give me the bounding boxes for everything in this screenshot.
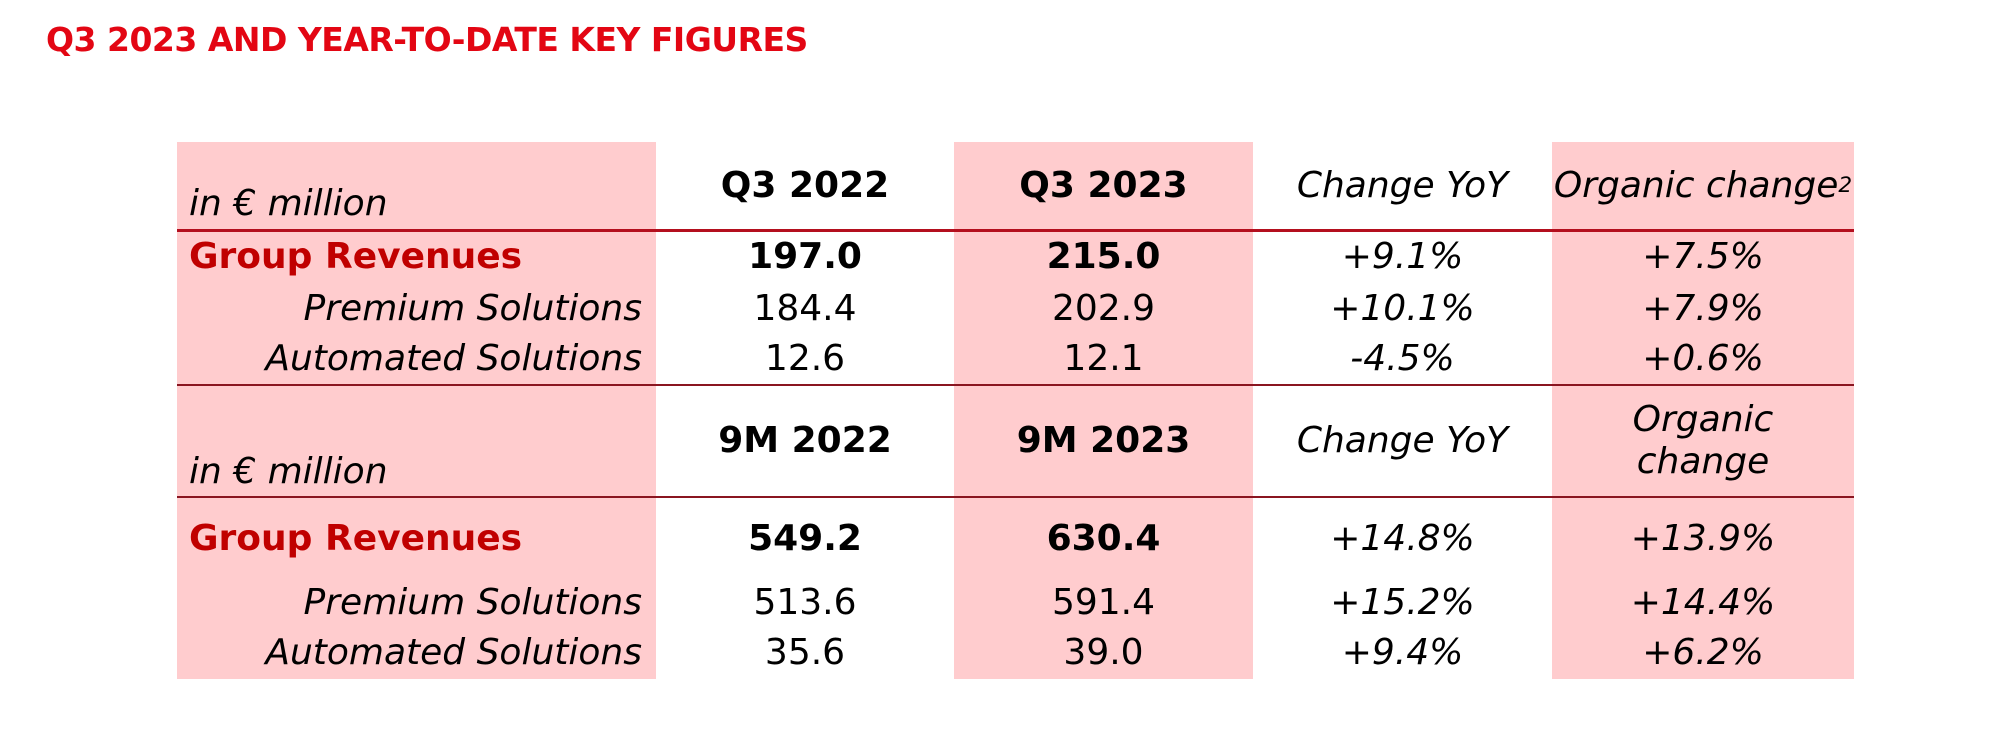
- q3-row-automated-label: Automated Solutions: [265, 338, 642, 380]
- rule-section-divider: [177, 384, 1854, 386]
- q3-premium-organic: +7.9%: [1642, 288, 1764, 330]
- q3-automated-prev: 12.6: [764, 338, 846, 380]
- 9m-unit-label-text: in € million: [189, 451, 388, 493]
- 9m-group-prev: 549.2: [748, 518, 862, 560]
- q3-premium-current: 202.9: [1051, 288, 1156, 330]
- 9m-automated-prev: 35.6: [764, 632, 846, 674]
- 9m-group-current: 630.4: [1046, 518, 1161, 560]
- q3-row-group-label: Group Revenues: [189, 236, 523, 278]
- 9m-premium-organic: +14.4%: [1630, 582, 1776, 624]
- rule-q3-header: [177, 229, 1854, 232]
- q3-unit-label-text: in € million: [189, 183, 388, 225]
- q3-row-premium-label: Premium Solutions: [303, 288, 642, 330]
- q3-premium-change: +10.1%: [1330, 288, 1475, 330]
- 9m-header-prev: 9M 2022: [718, 420, 892, 462]
- 9m-group-organic: +13.9%: [1630, 518, 1776, 560]
- q3-group-prev: 197.0: [748, 236, 862, 278]
- q3-header-prev: Q3 2022: [720, 165, 890, 207]
- q3-automated-change: -4.5%: [1350, 338, 1455, 380]
- 9m-automated-organic: +6.2%: [1642, 632, 1764, 674]
- q3-group-organic: +7.5%: [1642, 236, 1764, 278]
- 9m-automated-current: 39.0: [1063, 632, 1144, 674]
- 9m-header-change-yoy: Change YoY: [1296, 420, 1509, 462]
- 9m-row-premium-label: Premium Solutions: [303, 582, 642, 624]
- q3-organic-change-text: Organic change: [1553, 165, 1839, 207]
- 9m-organic-line2: change: [1636, 441, 1770, 482]
- q3-header-current: Q3 2023: [1019, 165, 1188, 207]
- q3-unit-label: in € million: [177, 142, 656, 224]
- 9m-automated-change: +9.4%: [1341, 632, 1464, 674]
- 9m-row-automated-label: Automated Solutions: [265, 632, 642, 674]
- q3-header-organic-change: Organic change 2: [1553, 165, 1853, 207]
- rule-9m-header: [177, 496, 1854, 498]
- 9m-group-change: +14.8%: [1330, 518, 1475, 560]
- 9m-header-current: 9M 2023: [1016, 420, 1191, 462]
- 9m-premium-current: 591.4: [1051, 582, 1156, 624]
- q3-group-change: +9.1%: [1341, 236, 1464, 278]
- 9m-row-group-label: Group Revenues: [189, 518, 523, 560]
- 9m-unit-label: in € million: [177, 386, 656, 492]
- 9m-header-organic-change: Organic change: [1552, 386, 1854, 496]
- 9m-premium-change: +15.2%: [1330, 582, 1475, 624]
- page-title: Q3 2023 AND YEAR-TO-DATE KEY FIGURES: [46, 20, 808, 59]
- q3-group-current: 215.0: [1046, 236, 1161, 278]
- q3-automated-organic: +0.6%: [1642, 338, 1764, 380]
- q3-header-change-yoy: Change YoY: [1296, 165, 1509, 207]
- 9m-organic-line1: Organic: [1632, 399, 1774, 441]
- q3-automated-current: 12.1: [1063, 338, 1144, 380]
- 9m-premium-prev: 513.6: [753, 582, 857, 624]
- q3-premium-prev: 184.4: [753, 288, 857, 330]
